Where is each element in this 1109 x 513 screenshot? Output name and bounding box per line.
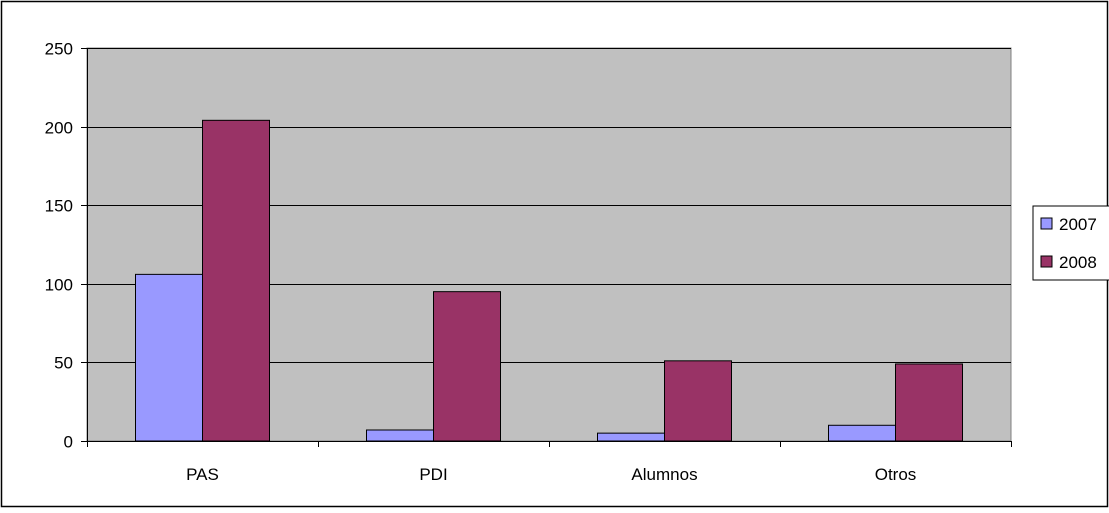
bar-pas-2007 (136, 274, 203, 441)
x-tick-label: Alumnos (631, 465, 697, 484)
legend-label: 2007 (1059, 215, 1097, 234)
y-tick-label: 0 (64, 433, 73, 452)
y-tick-label: 100 (45, 276, 73, 295)
bar-pas-2008 (203, 120, 270, 441)
x-tick-label: PAS (186, 465, 219, 484)
bar-alumnos-2008 (665, 361, 732, 441)
bar-pdi-2007 (367, 430, 434, 441)
bar-alumnos-2007 (598, 433, 665, 441)
legend-label: 2008 (1059, 253, 1097, 272)
legend-swatch-2008 (1041, 256, 1052, 267)
x-tick-label: PDI (419, 465, 447, 484)
y-tick-label: 50 (54, 354, 73, 373)
bar-otros-2008 (896, 364, 963, 441)
y-tick-label: 250 (45, 40, 73, 59)
legend-swatch-2007 (1041, 218, 1052, 229)
y-tick-label: 150 (45, 197, 73, 216)
x-tick-label: Otros (875, 465, 917, 484)
bar-pdi-2008 (434, 292, 501, 441)
y-tick-label: 200 (45, 119, 73, 138)
bar-otros-2007 (829, 425, 896, 441)
